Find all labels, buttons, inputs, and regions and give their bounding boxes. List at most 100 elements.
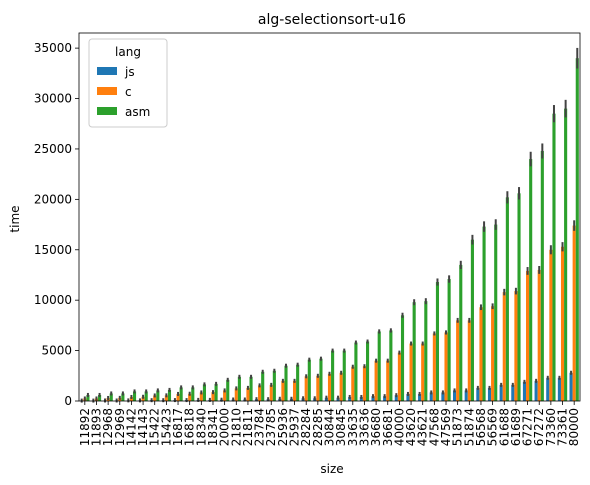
- x-tick-label-32: 51873: [451, 408, 465, 446]
- x-tick-label-22: 30845: [334, 408, 348, 446]
- bar-js-33635: [348, 396, 352, 401]
- bars-group: [80, 47, 579, 403]
- bar-asm-56568: [482, 226, 486, 401]
- bar-js-67272: [534, 380, 538, 401]
- x-tick-label-3: 12969: [113, 408, 127, 446]
- bar-c-51874: [467, 320, 471, 401]
- bar-asm-23784: [261, 371, 265, 401]
- bar-asm-23785: [272, 370, 276, 401]
- x-axis: 1189211893129681296914142141431542215423…: [78, 401, 581, 446]
- bar-c-14142: [129, 396, 133, 401]
- bar-c-30844: [327, 373, 332, 401]
- bar-js-80000: [569, 372, 573, 401]
- bar-asm-11892: [86, 394, 90, 401]
- bar-asm-12969: [121, 393, 125, 401]
- x-tick-label-1: 11893: [89, 408, 103, 446]
- x-tick-label-8: 16817: [171, 408, 185, 446]
- bar-asm-43620: [412, 302, 416, 401]
- x-tick-label-26: 36681: [381, 408, 395, 446]
- y-axis-label: time: [8, 205, 22, 232]
- x-tick-label-38: 67271: [521, 408, 535, 446]
- bar-c-18340: [199, 392, 203, 401]
- bar-c-16818: [188, 393, 192, 401]
- bar-c-67271: [526, 270, 530, 401]
- bar-c-23784: [258, 385, 262, 401]
- bar-asm-47568: [435, 282, 440, 401]
- bar-c-25937: [292, 380, 297, 401]
- legend-label-asm: asm: [125, 105, 150, 119]
- bar-c-51873: [456, 320, 460, 401]
- y-tick-label-1: 5000: [41, 344, 72, 358]
- x-tick-label-7: 15423: [159, 408, 173, 446]
- x-tick-label-21: 30844: [323, 408, 337, 446]
- x-tick-label-11: 18341: [206, 408, 220, 446]
- bar-c-73361: [560, 246, 565, 401]
- bar-js-61689: [511, 384, 515, 401]
- bar-asm-30845: [342, 350, 346, 401]
- x-tick-label-9: 16818: [183, 408, 197, 446]
- y-tick-label-3: 15000: [34, 243, 72, 257]
- x-tick-label-0: 11892: [78, 408, 92, 446]
- bar-c-73360: [549, 249, 553, 401]
- bar-asm-18340: [202, 384, 206, 401]
- bar-asm-40000: [400, 315, 405, 401]
- x-tick-label-31: 47569: [439, 408, 453, 446]
- legend-label-c: c: [125, 85, 132, 99]
- bar-c-30845: [339, 372, 343, 401]
- x-tick-label-4: 14142: [124, 408, 138, 446]
- bar-c-15422: [153, 395, 157, 401]
- x-tick-label-33: 51874: [462, 408, 476, 446]
- bar-asm-61689: [517, 193, 521, 401]
- bar-asm-51873: [459, 264, 463, 401]
- bar-asm-16818: [191, 387, 195, 401]
- bar-asm-15423: [167, 389, 172, 401]
- bar-c-80000: [572, 225, 576, 401]
- bar-c-40000: [397, 352, 401, 401]
- bar-asm-25936: [284, 365, 288, 401]
- bar-asm-73360: [552, 113, 556, 401]
- bar-js-56569: [487, 387, 492, 401]
- x-tick-label-14: 21811: [241, 408, 255, 446]
- x-tick-label-39: 67272: [532, 408, 546, 446]
- bar-js-73361: [557, 377, 561, 401]
- bar-js-36680: [371, 396, 375, 401]
- bar-asm-11893: [98, 394, 102, 401]
- bar-asm-21811: [249, 376, 253, 401]
- x-tick-label-30: 47568: [427, 408, 441, 446]
- bar-c-14143: [141, 396, 145, 401]
- x-tick-label-35: 56569: [486, 408, 500, 446]
- legend-swatch-asm: [97, 107, 117, 115]
- x-tick-label-19: 28284: [299, 408, 313, 446]
- bar-c-61688: [502, 292, 506, 401]
- x-tick-label-41: 73361: [556, 408, 570, 446]
- x-tick-label-13: 21810: [229, 408, 243, 446]
- x-tick-label-20: 28285: [311, 408, 325, 446]
- y-tick-label-7: 35000: [34, 41, 72, 55]
- legend-label-js: js: [124, 65, 135, 79]
- bar-c-47569: [444, 332, 448, 401]
- plot-frame: [78, 32, 581, 402]
- bar-asm-28284: [307, 359, 311, 401]
- bar-asm-80000: [575, 58, 579, 402]
- bar-js-56568: [476, 387, 480, 401]
- bar-js-67271: [522, 381, 527, 401]
- bar-c-47568: [432, 333, 436, 401]
- bar-c-33635: [351, 366, 355, 401]
- bar-c-33636: [362, 366, 367, 401]
- bar-asm-28285: [319, 358, 323, 401]
- x-tick-label-29: 43621: [416, 408, 430, 446]
- bar-c-43621: [421, 343, 425, 401]
- bar-c-25936: [281, 380, 285, 401]
- legend-box: [88, 38, 168, 128]
- bar-js-33636: [359, 396, 363, 401]
- bar-js-40000: [394, 395, 398, 401]
- bar-asm-33636: [366, 341, 370, 401]
- bar-c-20000: [223, 390, 227, 401]
- bar-asm-47569: [447, 279, 451, 401]
- bar-c-67272: [537, 269, 541, 401]
- bar-js-73360: [546, 377, 550, 401]
- bar-c-28285: [316, 375, 320, 401]
- legend-title: lang: [115, 45, 141, 59]
- bar-asm-14142: [132, 391, 137, 401]
